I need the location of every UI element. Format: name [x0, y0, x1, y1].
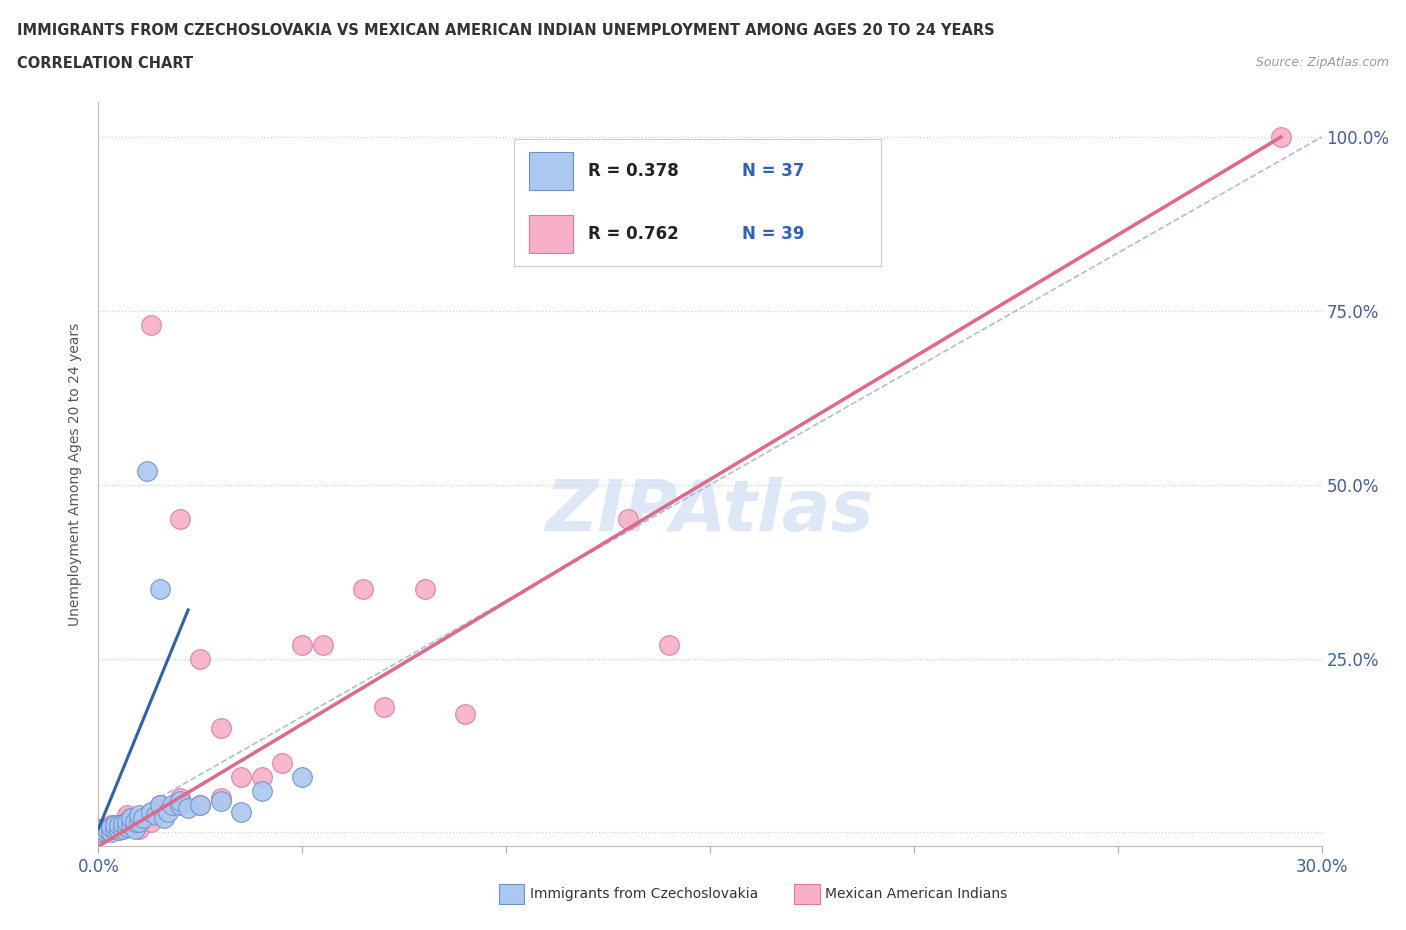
- Text: CORRELATION CHART: CORRELATION CHART: [17, 56, 193, 71]
- Point: [104, 818, 127, 833]
- Point: [312, 637, 335, 652]
- Point: [120, 811, 142, 826]
- Point: [617, 512, 640, 527]
- Point: [120, 811, 142, 826]
- Point: [100, 825, 122, 840]
- Point: [87, 825, 110, 840]
- Point: [352, 581, 374, 596]
- Point: [104, 821, 127, 836]
- Point: [373, 699, 395, 714]
- Point: [188, 651, 212, 666]
- Point: [413, 581, 436, 596]
- Point: [136, 811, 159, 826]
- Text: Immigrants from Czechoslovakia: Immigrants from Czechoslovakia: [530, 886, 758, 901]
- Point: [128, 821, 150, 836]
- Point: [111, 821, 134, 836]
- Point: [454, 707, 477, 722]
- Point: [291, 637, 314, 652]
- Point: [132, 811, 155, 826]
- Point: [124, 815, 146, 830]
- Point: [136, 463, 159, 478]
- Point: [124, 821, 146, 836]
- Point: [104, 818, 127, 833]
- Point: [128, 811, 150, 826]
- Point: [250, 769, 273, 784]
- Point: [156, 804, 179, 819]
- Point: [108, 818, 131, 833]
- Point: [149, 581, 172, 596]
- Point: [177, 801, 200, 816]
- Point: [270, 755, 294, 770]
- Point: [120, 815, 142, 830]
- Point: [169, 797, 191, 812]
- Point: [108, 821, 131, 836]
- Point: [128, 807, 150, 822]
- Point: [209, 793, 232, 808]
- Point: [91, 823, 114, 838]
- Point: [209, 721, 232, 736]
- Text: IMMIGRANTS FROM CZECHOSLOVAKIA VS MEXICAN AMERICAN INDIAN UNEMPLOYMENT AMONG AGE: IMMIGRANTS FROM CZECHOSLOVAKIA VS MEXICA…: [17, 23, 994, 38]
- Point: [188, 797, 212, 812]
- Point: [96, 821, 118, 836]
- Point: [87, 821, 110, 836]
- Point: [149, 797, 172, 812]
- Point: [96, 821, 118, 836]
- Text: ZIPAtlas: ZIPAtlas: [546, 477, 875, 546]
- Point: [152, 811, 174, 826]
- Point: [188, 797, 212, 812]
- Point: [209, 790, 232, 805]
- Point: [87, 825, 110, 840]
- Point: [231, 769, 253, 784]
- Point: [111, 817, 134, 831]
- Point: [115, 819, 138, 834]
- Point: [169, 790, 191, 805]
- Point: [160, 797, 183, 812]
- Point: [115, 811, 138, 826]
- Point: [141, 317, 163, 332]
- Point: [291, 769, 314, 784]
- Point: [124, 815, 146, 830]
- Text: Mexican American Indians: Mexican American Indians: [825, 886, 1008, 901]
- Point: [250, 783, 273, 798]
- Point: [100, 819, 122, 834]
- Point: [149, 797, 172, 812]
- Point: [108, 823, 131, 838]
- Point: [128, 815, 150, 830]
- Point: [111, 818, 134, 833]
- Y-axis label: Unemployment Among Ages 20 to 24 years: Unemployment Among Ages 20 to 24 years: [69, 323, 83, 626]
- Point: [87, 821, 110, 836]
- Point: [141, 804, 163, 819]
- Point: [145, 807, 167, 822]
- Point: [115, 815, 138, 830]
- Text: Source: ZipAtlas.com: Source: ZipAtlas.com: [1256, 56, 1389, 69]
- Point: [169, 793, 191, 808]
- Point: [141, 815, 163, 830]
- Point: [821, 165, 844, 179]
- Point: [108, 818, 131, 833]
- Point: [169, 512, 191, 527]
- Point: [120, 818, 142, 833]
- Point: [658, 637, 681, 652]
- Point: [149, 797, 172, 812]
- Point: [115, 807, 138, 822]
- Point: [231, 804, 253, 819]
- Point: [1270, 129, 1292, 144]
- Point: [100, 818, 122, 833]
